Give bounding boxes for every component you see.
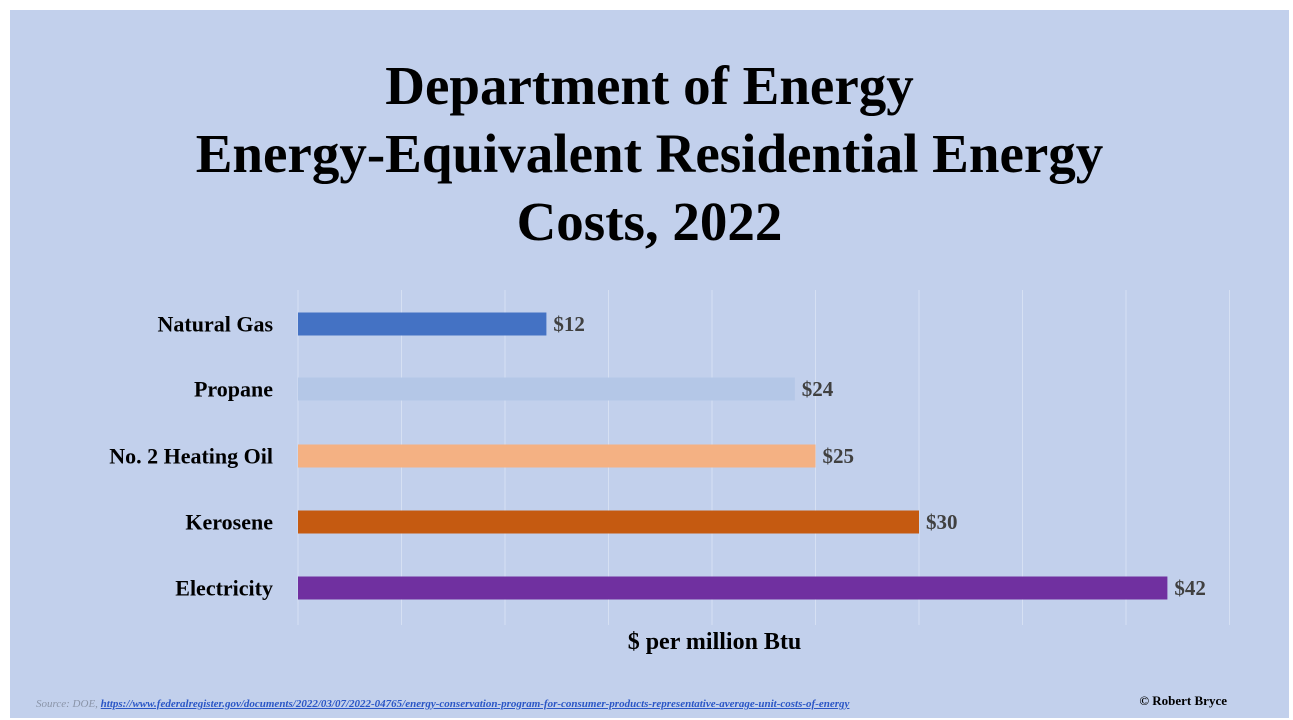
copyright-credit: © Robert Bryce — [1139, 693, 1227, 708]
slide: Department of Energy Energy-Equivalent R… — [10, 10, 1289, 718]
category-label: Propane — [194, 377, 273, 402]
category-label: No. 2 Heating Oil — [109, 444, 273, 469]
bar-electricity — [298, 576, 1168, 600]
source-prefix: Source: DOE, — [36, 698, 98, 710]
bar-chart: Natural Gas $12 Propane $24 No. 2 Heating Oi… — [109, 290, 1230, 655]
data-label: $42 — [1174, 576, 1206, 600]
bar-propane — [298, 377, 795, 401]
chart-title: Department of Energy Energy-Equivalent R… — [10, 52, 1289, 256]
data-label: $24 — [802, 377, 834, 401]
title-line-1: Department of Energy — [385, 55, 914, 116]
category-label: Natural Gas — [158, 312, 274, 337]
data-label: $25 — [823, 444, 855, 468]
title-line-3: Costs, 2022 — [516, 191, 783, 252]
data-label: $12 — [553, 312, 585, 336]
category-label: Kerosene — [185, 510, 273, 535]
bar-natural-gas — [298, 312, 547, 336]
source-note: Source: DOE, https://www.federalregister… — [36, 698, 849, 710]
source-link[interactable]: https://www.federalregister.gov/document… — [100, 698, 850, 710]
bar-no-2-heating-oil — [298, 444, 816, 468]
category-label: Electricity — [175, 576, 273, 601]
bar-kerosene — [298, 510, 919, 534]
x-axis-label: $ per million Btu — [628, 629, 802, 655]
data-label: $30 — [926, 510, 958, 534]
title-line-2: Energy-Equivalent Residential Energy — [195, 123, 1104, 184]
